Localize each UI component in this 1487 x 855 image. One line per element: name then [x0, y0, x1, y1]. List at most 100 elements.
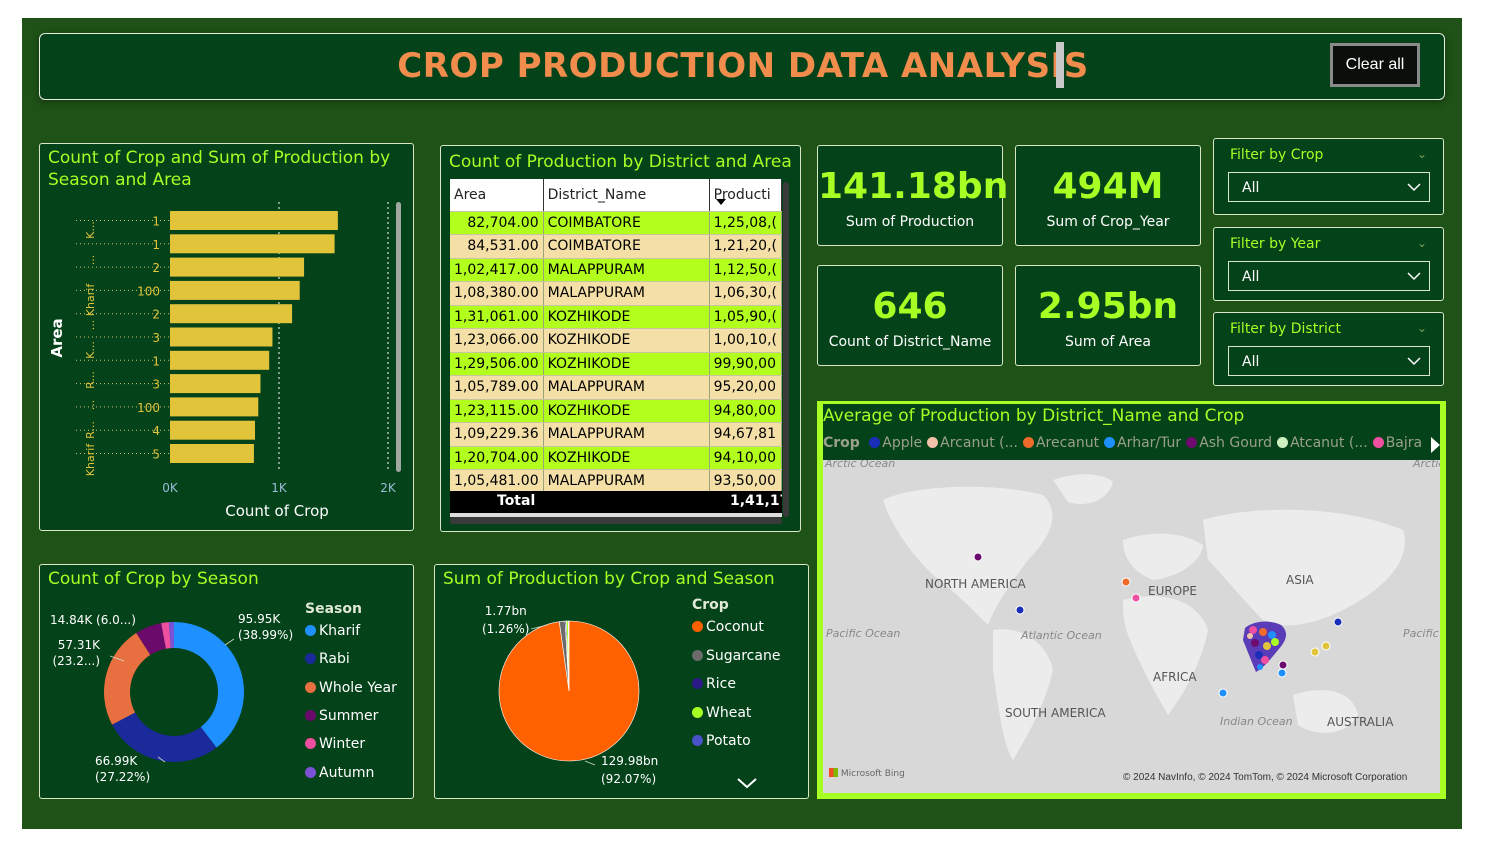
bar[interactable]: [170, 374, 261, 394]
legend-item[interactable]: Rabi: [305, 651, 350, 667]
kpi-sum-area[interactable]: 2.95bn Sum of Area: [1015, 265, 1201, 366]
kpi-value: 141.18bn: [818, 166, 1009, 207]
table-cell: 1,23,066.00: [450, 328, 544, 353]
total-label: Total: [497, 493, 536, 509]
h-scrollbar[interactable]: [450, 517, 782, 524]
table-header-0[interactable]: Area: [450, 179, 544, 212]
kpi-count-district[interactable]: 646 Count of District_Name: [817, 265, 1003, 366]
table-row[interactable]: 1,02,417.00 MALAPPURAM 1,12,50,(: [450, 258, 782, 282]
district-dropdown[interactable]: All: [1228, 346, 1430, 376]
legend-dot-icon: [692, 706, 703, 718]
bar[interactable]: [170, 234, 335, 254]
year-dropdown[interactable]: All: [1228, 261, 1430, 291]
table-row[interactable]: 1,29,506.00 KOZHIKODE 99,90,00: [450, 352, 782, 376]
map-legend-item[interactable]: Arcanut (...: [927, 435, 1018, 451]
h-scroll-track[interactable]: [450, 513, 782, 517]
table-row[interactable]: 1,05,481.00 MALAPPURAM 93,50,00: [450, 469, 782, 494]
map-legend-item[interactable]: Atcanut (...: [1277, 435, 1368, 451]
crop-dropdown[interactable]: All: [1228, 172, 1430, 202]
legend-item[interactable]: Coconut: [692, 619, 764, 635]
legend-dot-icon: [305, 681, 316, 693]
slice-rabi[interactable]: [112, 712, 217, 762]
chevron-down-icon[interactable]: ⌄: [1416, 147, 1427, 161]
map-label-arctic-left: Arctic Ocean: [825, 460, 896, 470]
legend-next-arrow-icon[interactable]: [1431, 437, 1440, 453]
kpi-value: 494M: [1052, 166, 1164, 207]
bar[interactable]: [170, 444, 254, 463]
legend-item[interactable]: Wheat: [692, 705, 751, 721]
legend-item[interactable]: Sugarcane: [692, 648, 780, 664]
slice-summer[interactable]: [136, 623, 166, 655]
slice-whole-year[interactable]: [104, 633, 151, 725]
report-canvas: CROP PRODUCTION DATA ANALYSIS Clear all …: [22, 18, 1462, 829]
bar[interactable]: [170, 327, 273, 347]
table-cell: 1,29,506.00: [450, 352, 544, 376]
bar-scrollbar[interactable]: [396, 202, 401, 472]
chevron-down-icon[interactable]: ⌄: [1416, 321, 1427, 335]
legend-item[interactable]: Autumn: [305, 765, 374, 781]
table-row[interactable]: 82,704.00 COIMBATORE 1,25,08,(: [450, 211, 782, 235]
pie-chart[interactable]: [435, 565, 807, 797]
slice-potato[interactable]: [568, 620, 570, 692]
bar[interactable]: [170, 420, 256, 440]
table-row[interactable]: 1,31,061.00 KOZHIKODE 1,05,90,(: [450, 305, 782, 329]
table-cell: KOZHIKODE: [543, 352, 710, 376]
map-legend-item[interactable]: Apple: [869, 435, 922, 451]
kpi-sum-crop-year[interactable]: 494M Sum of Crop_Year: [1015, 145, 1201, 246]
kpi-value: 2.95bn: [1037, 286, 1179, 327]
world-map[interactable]: Arctic Ocean Arctic NORTH AMERICA EUROPE…: [823, 460, 1440, 793]
legend-item[interactable]: Potato: [692, 733, 751, 749]
map-legend-item[interactable]: Arhar/Tur: [1104, 435, 1181, 451]
map-label-europe: EUROPE: [1148, 584, 1197, 598]
map-bubbles: [973, 552, 1343, 698]
filter-title: Filter by Year: [1230, 236, 1321, 252]
map-legend-item[interactable]: Ash Gourd: [1186, 435, 1272, 451]
legend-scroll-down-icon[interactable]: [736, 777, 758, 789]
legend-label: Ash Gourd: [1199, 435, 1273, 451]
map-legend-item[interactable]: Bajra: [1372, 435, 1422, 451]
table-row[interactable]: 1,23,115.00 KOZHIKODE 94,80,00: [450, 399, 782, 423]
v-scrollbar[interactable]: [783, 182, 789, 517]
bar[interactable]: [170, 304, 293, 324]
table-row[interactable]: 1,23,066.00 KOZHIKODE 1,00,10,(: [450, 328, 782, 353]
sort-desc-icon[interactable]: [715, 199, 726, 205]
bar[interactable]: [170, 350, 270, 370]
donut-chart-title: Count of Crop by Season: [48, 569, 259, 589]
bar[interactable]: [170, 397, 259, 417]
bar-x-tick-label: 2K: [380, 481, 397, 495]
legend-item[interactable]: Summer: [305, 708, 378, 724]
bar-chart-title-line2: Season and Area: [48, 170, 192, 190]
donut-chart[interactable]: [40, 565, 412, 797]
legend-item[interactable]: Whole Year: [305, 680, 397, 696]
slice-autumn[interactable]: [168, 622, 174, 649]
table-row[interactable]: 1,09,229.36 MALAPPURAM 94,67,81: [450, 422, 782, 447]
legend-dot-icon: [305, 738, 316, 750]
bar[interactable]: [170, 211, 338, 230]
legend-dot-icon: [692, 678, 703, 689]
legend-item[interactable]: Winter: [305, 736, 365, 752]
bar[interactable]: [170, 280, 300, 300]
table-row[interactable]: 84,531.00 COIMBATORE 1,21,20,(: [450, 234, 782, 259]
slice-winter[interactable]: [161, 622, 171, 649]
table-cell: 95,20,00: [709, 375, 782, 400]
chevron-down-icon: [1407, 272, 1421, 281]
season-legend-title: Season: [305, 601, 362, 617]
slice-kharif[interactable]: [174, 622, 244, 748]
map-legend-item[interactable]: Arecanut: [1022, 435, 1099, 451]
legend-item[interactable]: Rice: [692, 676, 736, 692]
donut-label-summer: 14.84K (6.0...): [50, 613, 136, 627]
table-row[interactable]: 1,20,704.00 KOZHIKODE 94,10,00: [450, 446, 782, 470]
bar-group-label: ...: [84, 320, 97, 331]
chevron-down-icon[interactable]: ⌄: [1416, 236, 1427, 250]
kpi-sum-production[interactable]: 141.18bn Sum of Production: [817, 145, 1009, 246]
table-header-1[interactable]: District_Name: [543, 179, 710, 212]
clear-all-button[interactable]: Clear all: [1330, 43, 1420, 87]
bar-chart[interactable]: 1 1 2 100 2 3 1 3 100 4 5 K...... Kharif... K... R....…: [40, 190, 412, 530]
filter-title: Filter by Crop: [1230, 147, 1324, 163]
table-row[interactable]: 1,05,789.00 MALAPPURAM 95,20,00: [450, 375, 782, 400]
kpi-label: Sum of Production: [845, 214, 975, 230]
table-header-2[interactable]: Producti: [709, 179, 782, 212]
legend-item[interactable]: Kharif: [305, 623, 360, 639]
table-row[interactable]: 1,08,380.00 MALAPPURAM 1,06,30,(: [450, 281, 782, 306]
bar[interactable]: [170, 257, 305, 277]
